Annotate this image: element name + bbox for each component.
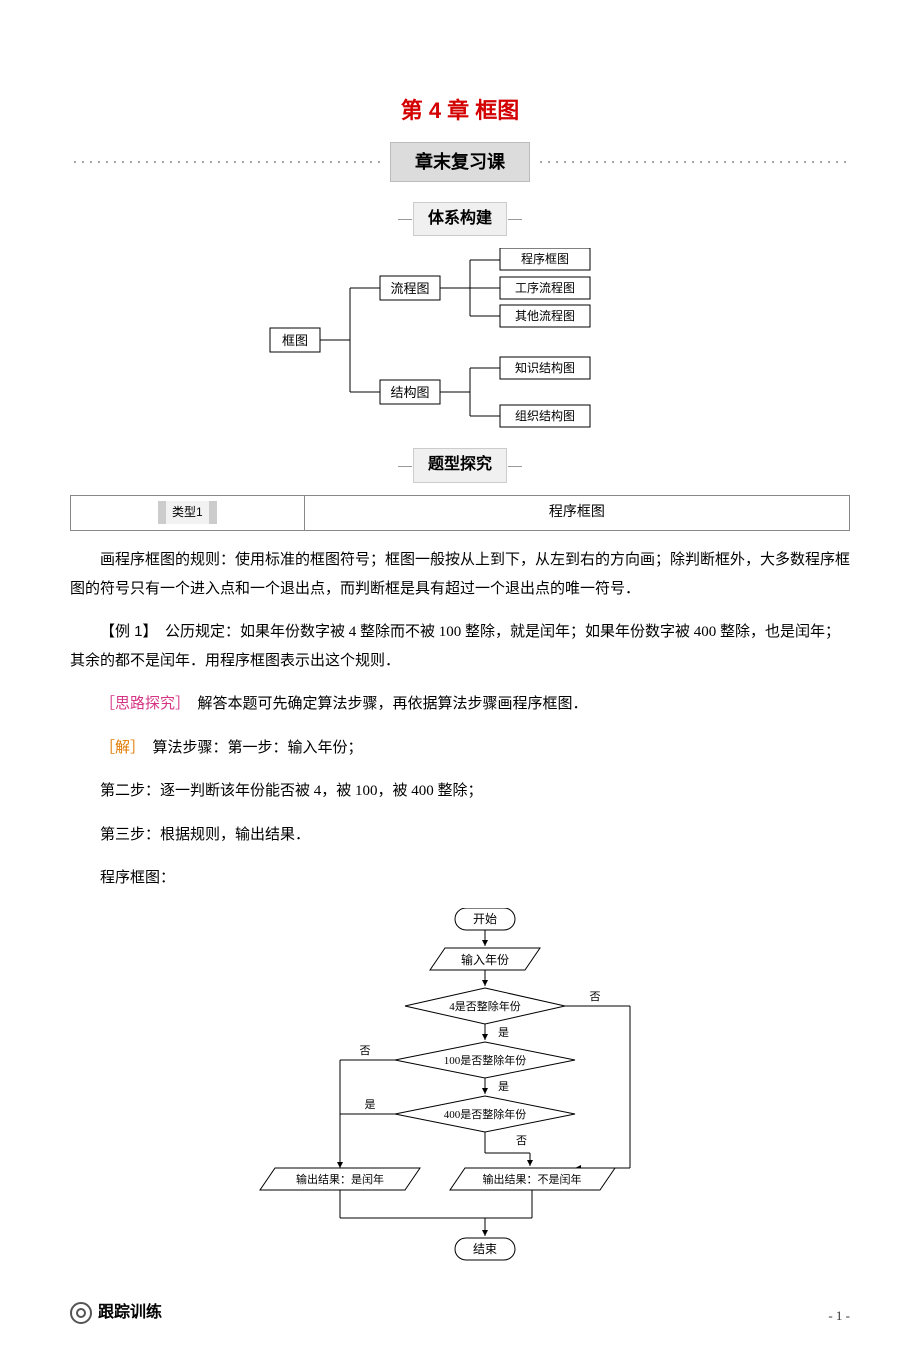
section-pill-2: 题型探究 bbox=[70, 448, 850, 482]
tree-b2: 结构图 bbox=[390, 385, 429, 400]
para-1: 画程序框图的规则：使用标准的框图符号；框图一般按从上到下，从左到右的方向画；除判… bbox=[70, 546, 850, 603]
section-2-label: 题型探究 bbox=[413, 448, 507, 482]
flowchart: 开始 输入年份 4是否整除年份 否 是 100是否整除年份 否 bbox=[70, 908, 850, 1278]
fc-d3: 400是否整除年份 bbox=[444, 1107, 527, 1121]
type-table: 类型1 程序框图 bbox=[70, 495, 850, 532]
fc-d2-yes: 是 bbox=[498, 1080, 509, 1093]
tree-b1-c1: 工序流程图 bbox=[515, 280, 575, 295]
fc-d3-yes: 是 bbox=[365, 1098, 376, 1111]
follow-up-label: 跟踪训练 bbox=[98, 1298, 162, 1328]
tree-root: 框图 bbox=[282, 333, 308, 348]
sol-line-1: ［解］ 算法步骤：第一步：输入年份； bbox=[70, 734, 850, 763]
type-tag: 类型1 bbox=[158, 501, 217, 524]
fc-out-no: 输出结果：不是闰年 bbox=[483, 1172, 582, 1186]
think-body: 解答本题可先确定算法步骤，再依据算法步骤画程序框图． bbox=[183, 696, 588, 712]
sol-line-4: 程序框图： bbox=[70, 864, 850, 893]
fc-input: 输入年份 bbox=[461, 952, 509, 967]
fc-d1: 4是否整除年份 bbox=[449, 999, 521, 1013]
tree-b2-c0: 知识结构图 bbox=[515, 360, 575, 375]
fc-d1-yes: 是 bbox=[498, 1026, 509, 1039]
bullseye-icon bbox=[70, 1302, 92, 1324]
section-pill-1: 体系构建 bbox=[70, 202, 850, 236]
fc-d2-no: 否 bbox=[360, 1045, 371, 1057]
sol-line-3: 第三步：根据规则，输出结果． bbox=[70, 821, 850, 850]
dots-left bbox=[70, 161, 384, 163]
ex-label: 【例 1】 bbox=[100, 623, 150, 640]
flowchart-svg: 开始 输入年份 4是否整除年份 否 是 100是否整除年份 否 bbox=[220, 908, 700, 1278]
page-number: - 1 - bbox=[828, 1304, 850, 1329]
section-1-label: 体系构建 bbox=[413, 202, 507, 236]
sol-1: 算法步骤：第一步：输入年份； bbox=[138, 740, 363, 756]
fc-d2: 100是否整除年份 bbox=[444, 1053, 527, 1067]
tree-svg: 框图 流程图 结构图 程序框图 工序流程图 其他流程图 bbox=[260, 248, 660, 428]
example-1: 【例 1】 公历规定：如果年份数字被 4 整除而不被 100 整除，就是闰年；如… bbox=[70, 618, 850, 675]
chapter-title: 第 4 章 框图 bbox=[70, 90, 850, 132]
fc-end: 结束 bbox=[473, 1242, 497, 1256]
subtitle-row: 章末复习课 bbox=[70, 142, 850, 182]
fc-out-yes: 输出结果：是闰年 bbox=[296, 1172, 384, 1186]
follow-up-row: 跟踪训练 bbox=[70, 1298, 162, 1328]
subtitle-box: 章末复习课 bbox=[390, 142, 530, 182]
fc-d1-no: 否 bbox=[590, 991, 601, 1003]
fc-d3-no: 否 bbox=[516, 1135, 527, 1147]
tree-b1-c0: 程序框图 bbox=[521, 251, 569, 266]
think-label: ［思路探究］ bbox=[100, 696, 183, 712]
sol-line-2: 第二步：逐一判断该年份能否被 4，被 100，被 400 整除； bbox=[70, 777, 850, 806]
fc-start: 开始 bbox=[473, 912, 497, 926]
tree-b1-c2: 其他流程图 bbox=[515, 308, 575, 323]
tree-b2-c1: 组织结构图 bbox=[515, 408, 575, 423]
ex-body: 公历规定：如果年份数字被 4 整除而不被 100 整除，就是闰年；如果年份数字被… bbox=[70, 624, 840, 669]
think-line: ［思路探究］ 解答本题可先确定算法步骤，再依据算法步骤画程序框图． bbox=[70, 690, 850, 719]
page: 第 4 章 框图 章末复习课 体系构建 框图 流程图 结构图 bbox=[0, 0, 920, 1359]
type-title: 程序框图 bbox=[304, 495, 849, 531]
sol-label: ［解］ bbox=[100, 740, 138, 756]
tree-b1: 流程图 bbox=[390, 281, 429, 296]
dots-right bbox=[536, 161, 850, 163]
knowledge-tree: 框图 流程图 结构图 程序框图 工序流程图 其他流程图 bbox=[70, 248, 850, 428]
